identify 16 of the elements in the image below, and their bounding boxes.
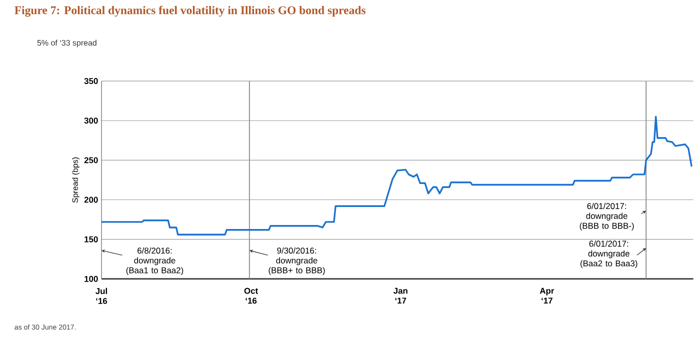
annotation: 6/01/2017: downgrade (Baa2 to Baa3) xyxy=(580,240,638,268)
line-series xyxy=(100,116,692,236)
annotation: 9/30/2016: downgrade (BBB+ to BBB) xyxy=(268,247,325,275)
x-tick-label: Jul ‘16 xyxy=(96,288,108,304)
y-tick-label: 100 xyxy=(84,276,98,282)
annotation: 6/8/2016: downgrade (Baa1 to Baa2) xyxy=(126,247,184,275)
y-tick-label: 150 xyxy=(84,236,98,242)
x-tick-label: Apr ‘17 xyxy=(540,288,554,304)
x-tick-label: Oct ‘16 xyxy=(244,288,258,304)
y-tick-label: 350 xyxy=(84,78,98,84)
x-tick-label: Jan ‘17 xyxy=(393,288,408,304)
annotation: 6/01/2017: downgrade (BBB to BBB-) xyxy=(580,202,634,230)
y-tick-label: 250 xyxy=(84,157,98,164)
chart-title: Figure 7: Political dynamics fuel volatility in Illinois GO bond spreads xyxy=(14,6,366,17)
y-tick-label: 200 xyxy=(84,196,98,203)
y-tick-label: 300 xyxy=(84,117,98,124)
